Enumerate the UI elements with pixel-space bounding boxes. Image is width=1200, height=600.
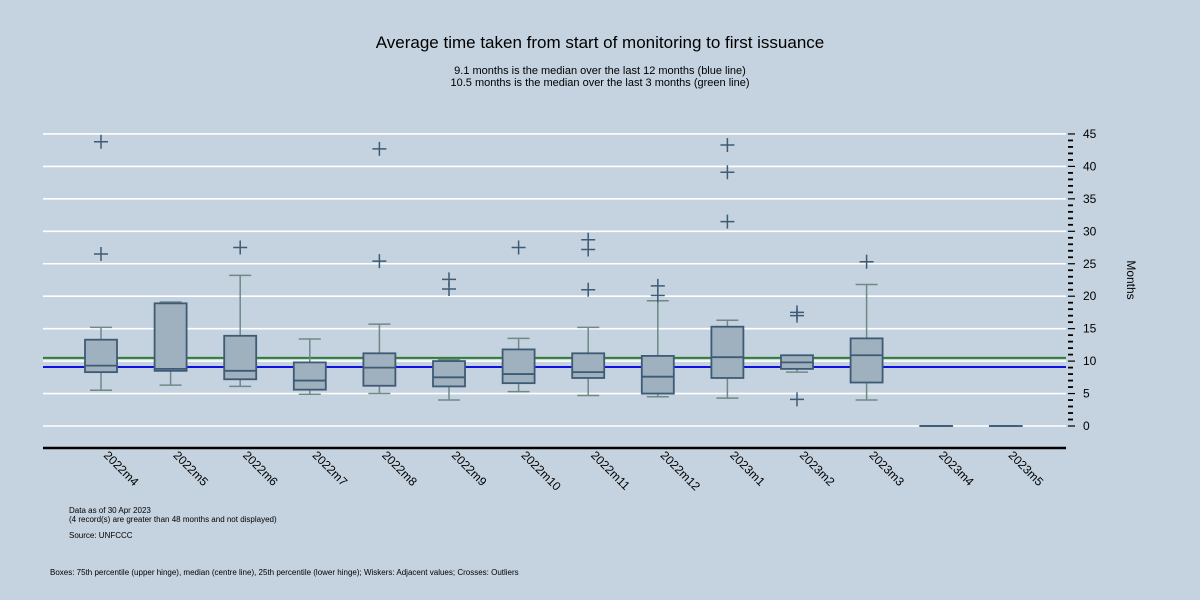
box-group-2022m7 (292, 338, 327, 395)
x-tick-label: 2022m10 (518, 448, 564, 494)
y-axis-label: Months (1124, 260, 1138, 299)
note-excluded-records: (4 record(s) are greater than 48 months … (69, 515, 277, 524)
x-tick-label: 2022m12 (658, 448, 704, 494)
iqr-box (432, 360, 466, 388)
iqr-box (153, 302, 188, 372)
outlier-marker (720, 137, 735, 152)
outlier-marker (859, 254, 874, 269)
box-group-2022m11 (571, 232, 606, 397)
outlier-marker (372, 141, 387, 156)
x-tick-label: 2022m8 (379, 448, 420, 489)
x-tick-label: 2022m7 (310, 448, 351, 489)
x-tick-label: 2022m11 (588, 448, 633, 493)
iqr-box (84, 338, 118, 374)
box-group-2022m12 (640, 278, 675, 398)
chart-title: Average time taken from start of monitor… (375, 33, 825, 52)
x-tick-label: 2022m6 (240, 448, 281, 489)
iqr-box (501, 348, 536, 385)
y-tick-label: 35 (1083, 192, 1097, 206)
outlier-marker (511, 240, 526, 255)
box-group-2022m10 (501, 240, 536, 393)
iqr-box (710, 325, 745, 379)
x-tick-label: 2023m5 (1006, 448, 1047, 489)
box-group-2023m2 (780, 305, 814, 407)
box-group-2022m5 (153, 301, 188, 386)
y-tick-label: 5 (1083, 387, 1090, 401)
x-tick-label: 2023m3 (866, 448, 907, 489)
note-data-date: Data as of 30 Apr 2023 (69, 506, 151, 515)
iqr-box (640, 355, 675, 395)
y-tick-label: 20 (1083, 289, 1097, 303)
box-group-2022m8 (362, 141, 397, 395)
y-tick-label: 40 (1083, 159, 1097, 173)
box-group-2023m1 (710, 137, 745, 399)
box-group-2022m4 (84, 134, 118, 392)
iqr-box (571, 352, 606, 379)
note-source: Source: UNFCCC (69, 531, 133, 540)
x-tick-label: 2023m4 (936, 448, 977, 489)
note-legend-explanation: Boxes: 75th percentile (upper hinge), me… (50, 568, 519, 577)
chart-subtitle-line-2: 10.5 months is the median over the last … (450, 77, 750, 89)
y-tick-label: 25 (1083, 257, 1097, 271)
y-tick-label: 15 (1083, 322, 1097, 336)
iqr-box (292, 361, 327, 391)
outlier-marker (233, 240, 248, 255)
box-group-2022m9 (432, 272, 466, 401)
x-tick-label: 2023m1 (727, 448, 768, 489)
outlier-marker (581, 282, 596, 297)
outlier-marker (94, 247, 108, 262)
x-tick-label: 2022m9 (449, 448, 490, 489)
x-tick-label: 2022m5 (170, 448, 211, 489)
outlier-marker (720, 165, 735, 180)
outlier-marker (650, 278, 665, 293)
x-tick-label: 2023m2 (797, 448, 838, 489)
iqr-box (362, 352, 397, 387)
outlier-marker (94, 134, 108, 149)
y-tick-label: 10 (1083, 354, 1097, 368)
outlier-marker (581, 232, 596, 247)
outlier-marker (790, 392, 804, 407)
y-tick-label: 30 (1083, 224, 1097, 238)
box-group-2022m6 (223, 240, 258, 388)
iqr-box (849, 337, 884, 384)
outlier-marker (790, 305, 804, 320)
y-tick-label: 0 (1083, 419, 1090, 433)
outlier-marker (442, 272, 456, 287)
box-group-2023m3 (849, 254, 884, 401)
x-tick-label: 2022m4 (101, 448, 142, 489)
outlier-marker (720, 214, 735, 229)
y-tick-label: 45 (1083, 127, 1097, 141)
chart-subtitle-line-1: 9.1 months is the median over the last 1… (454, 65, 746, 77)
outlier-marker (372, 254, 387, 269)
iqr-box (223, 334, 258, 381)
